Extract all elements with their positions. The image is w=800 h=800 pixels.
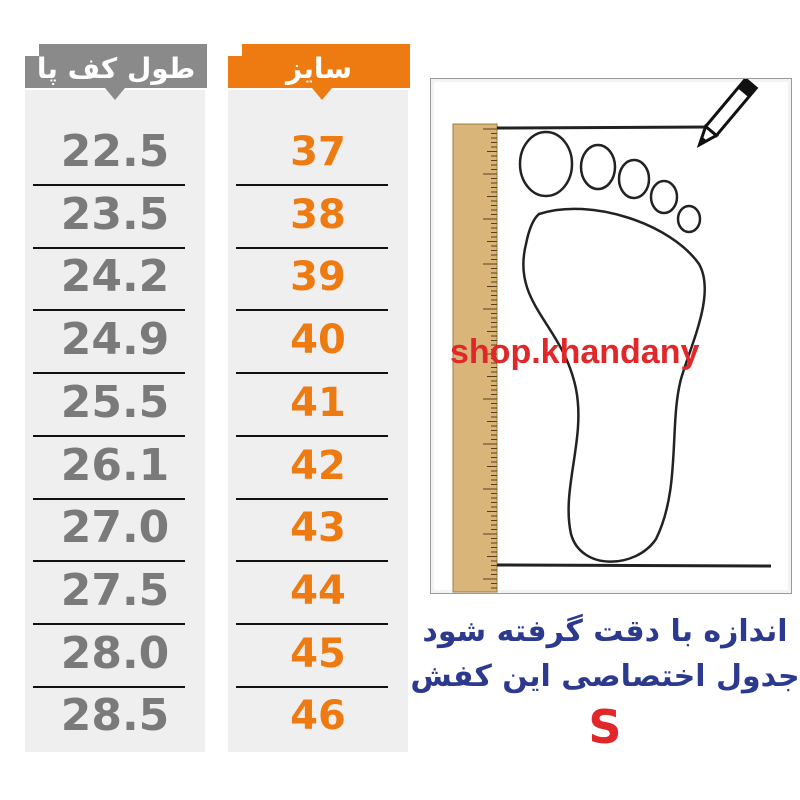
caption-measure-carefully: اندازه با دقت گرفته شود — [422, 614, 788, 649]
foot-length-column — [25, 90, 205, 752]
captions: اندازه با دقت گرفته شود جدول اختصاصی این… — [410, 612, 799, 792]
row-divider — [33, 622, 185, 625]
foot-length-cell: 26.1 — [60, 439, 170, 491]
row-divider — [33, 497, 185, 500]
size-cell: 40 — [290, 317, 346, 364]
size-cell: 38 — [290, 191, 346, 238]
size-cell: 39 — [290, 254, 346, 301]
row-divider — [236, 622, 388, 625]
size-cell: 46 — [290, 693, 346, 740]
foot-length-cell: 23.5 — [60, 188, 170, 240]
row-divider — [236, 246, 388, 249]
foot-length-header: طول کف پا — [25, 44, 207, 102]
row-divider — [236, 497, 388, 500]
foot-length-cell: 28.5 — [60, 690, 170, 742]
foot-length-cell: 27.5 — [60, 564, 170, 616]
size-values: 37 38 39 40 41 42 43 44 45 46 — [228, 0, 408, 800]
size-cell: 45 — [290, 630, 346, 677]
row-divider — [236, 309, 388, 312]
size-cell: 44 — [290, 567, 346, 614]
row-divider — [236, 434, 388, 437]
foot-length-header-label: طول کف پا — [36, 52, 196, 85]
foot-length-values: 22.5 23.5 24.2 24.9 25.5 26.1 27.0 27.5 28.0 28.5 — [25, 0, 205, 800]
size-cell: 41 — [290, 379, 346, 426]
pencil-icon — [696, 76, 759, 148]
size-cell: 43 — [290, 505, 346, 552]
foot-length-cell: 25.5 — [60, 376, 170, 428]
size-header: سایز — [228, 44, 410, 102]
row-divider — [33, 685, 185, 688]
row-divider — [236, 184, 388, 186]
measure-lines — [496, 125, 772, 568]
row-divider — [33, 184, 185, 186]
foot-length-cell: 22.5 — [60, 126, 170, 177]
row-divider — [33, 372, 185, 375]
foot-length-cell: 24.2 — [60, 251, 170, 303]
row-divider — [236, 560, 388, 563]
row-divider — [33, 434, 185, 437]
size-cell: 42 — [290, 442, 346, 489]
row-divider — [236, 685, 388, 688]
row-divider — [33, 560, 185, 563]
size-header-label: سایز — [286, 52, 352, 85]
size-column — [228, 90, 408, 752]
caption-size-letter: S — [588, 700, 622, 754]
caption-exclusive-table: جدول اختصاصی این کفش — [410, 659, 800, 694]
foot-length-cell: 24.9 — [60, 314, 170, 366]
watermark-text: shop.khandany — [450, 333, 700, 371]
foot-measure-illustration — [430, 76, 792, 594]
foot-length-cell: 27.0 — [60, 502, 170, 554]
foot-outline-icon — [518, 130, 707, 563]
row-divider — [33, 246, 185, 249]
row-divider — [33, 309, 185, 312]
size-cell: 37 — [290, 129, 346, 175]
ruler-icon — [452, 123, 498, 593]
row-divider — [236, 372, 388, 375]
foot-length-cell: 28.0 — [60, 627, 170, 679]
